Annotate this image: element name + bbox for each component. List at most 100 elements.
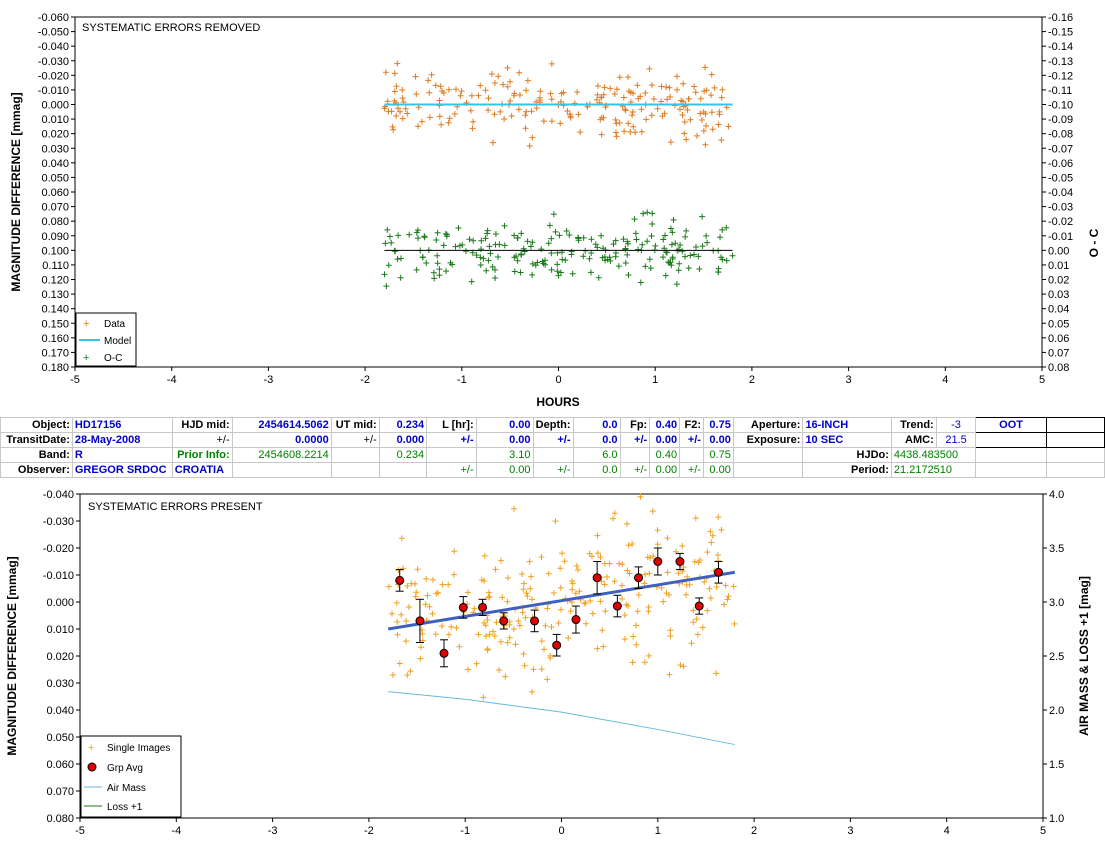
data-point bbox=[685, 95, 692, 102]
oc-point bbox=[478, 246, 485, 253]
oc-point bbox=[521, 248, 528, 255]
single-image-point bbox=[645, 604, 652, 611]
oc-point bbox=[480, 255, 487, 262]
oc-point bbox=[624, 240, 631, 247]
data-point bbox=[529, 134, 536, 141]
single-image-point bbox=[573, 562, 580, 569]
oc-point bbox=[483, 267, 490, 274]
single-image-point bbox=[683, 591, 690, 598]
data-point bbox=[661, 110, 668, 117]
single-image-point bbox=[527, 585, 534, 592]
data-point bbox=[613, 133, 620, 140]
data-point bbox=[395, 105, 402, 112]
oc-point bbox=[679, 248, 686, 255]
single-image-point bbox=[601, 581, 608, 588]
single-image-point bbox=[393, 599, 400, 606]
data-point bbox=[524, 77, 531, 84]
single-image-point bbox=[582, 620, 589, 627]
oc-point bbox=[548, 266, 555, 273]
oc-point bbox=[524, 238, 531, 245]
oc-point bbox=[484, 227, 491, 234]
data-point bbox=[445, 119, 452, 126]
oc-point bbox=[513, 253, 520, 260]
single-image-point bbox=[439, 581, 446, 588]
data-point bbox=[601, 84, 608, 91]
single-image-point bbox=[557, 584, 564, 591]
oc-point bbox=[670, 216, 677, 223]
oc-point bbox=[492, 275, 499, 282]
data-point bbox=[548, 118, 555, 125]
single-image-point bbox=[552, 518, 559, 525]
data-point bbox=[687, 116, 694, 123]
data-point bbox=[396, 108, 403, 115]
single-image-point bbox=[569, 578, 576, 585]
grp-avg-point bbox=[653, 557, 663, 566]
single-image-point bbox=[609, 515, 616, 522]
data-point bbox=[716, 108, 723, 115]
top-y2-tick-label: -0.15 bbox=[1048, 27, 1073, 39]
data-point bbox=[709, 126, 716, 133]
data-point bbox=[404, 110, 411, 117]
data-point bbox=[643, 116, 650, 123]
oc-point bbox=[729, 252, 736, 259]
legend-oc-label: O-C bbox=[104, 353, 122, 364]
data-point bbox=[673, 86, 680, 93]
data-point bbox=[497, 108, 504, 115]
data-point bbox=[489, 139, 496, 146]
legend-model-label: Model bbox=[104, 336, 131, 347]
single-image-point bbox=[548, 623, 555, 630]
data-point bbox=[440, 90, 447, 97]
data-point bbox=[679, 111, 686, 118]
data-point bbox=[391, 88, 398, 95]
single-image-point bbox=[626, 570, 633, 577]
oot-value: OOT bbox=[975, 417, 1047, 433]
l-label: L [hr]: bbox=[426, 417, 477, 433]
data-point bbox=[382, 69, 389, 76]
single-image-point bbox=[520, 650, 527, 657]
top-y-tick-label: 0.070 bbox=[41, 202, 69, 214]
oc-point bbox=[430, 269, 437, 276]
single-image-point bbox=[654, 527, 661, 534]
single-image-point bbox=[569, 586, 576, 593]
data-point bbox=[648, 112, 655, 119]
single-image-point bbox=[680, 663, 687, 670]
data-point bbox=[394, 60, 401, 67]
oc-point bbox=[394, 256, 401, 263]
data-point bbox=[702, 141, 709, 148]
bottom-x-tick-label: 0 bbox=[558, 825, 564, 837]
data-point bbox=[612, 129, 619, 136]
single-image-point bbox=[497, 638, 504, 645]
single-image-point bbox=[484, 646, 491, 653]
data-point bbox=[526, 143, 533, 150]
oc-point bbox=[462, 248, 469, 255]
top-y2-tick-label: 0.03 bbox=[1048, 289, 1069, 301]
oc-point bbox=[646, 256, 653, 263]
data-point bbox=[399, 95, 406, 102]
single-image-point bbox=[395, 567, 402, 574]
single-image-point bbox=[693, 615, 700, 622]
prior-info-value: 2454608.2214 bbox=[231, 447, 332, 463]
single-image-point bbox=[582, 599, 589, 606]
oc-point bbox=[602, 257, 609, 264]
bottom-y-tick-label: 0.070 bbox=[46, 786, 74, 798]
oc-point bbox=[649, 210, 656, 217]
oc-point bbox=[477, 254, 484, 261]
data-point bbox=[415, 123, 422, 130]
top-y-axis-label: MAGNITUDE DIFFERENCE [mmag] bbox=[9, 92, 23, 291]
oc-point bbox=[529, 239, 536, 246]
transit-info-table: Object: HD17156 HJD mid: 2454614.5062 UT… bbox=[0, 417, 1105, 478]
data-point bbox=[482, 87, 489, 94]
oc-point bbox=[669, 254, 676, 261]
legend-grp-label: Grp Avg bbox=[107, 763, 143, 774]
oc-point bbox=[436, 266, 443, 273]
single-image-point bbox=[704, 549, 711, 556]
fp-prior-pm: +/- bbox=[619, 462, 651, 478]
oc-point bbox=[648, 233, 655, 240]
single-image-point bbox=[506, 621, 513, 628]
oc-point bbox=[665, 259, 672, 266]
data-point bbox=[718, 137, 725, 144]
single-image-point bbox=[599, 627, 606, 634]
single-image-point bbox=[576, 588, 583, 595]
data-point bbox=[693, 132, 700, 139]
oc-point bbox=[436, 272, 443, 279]
